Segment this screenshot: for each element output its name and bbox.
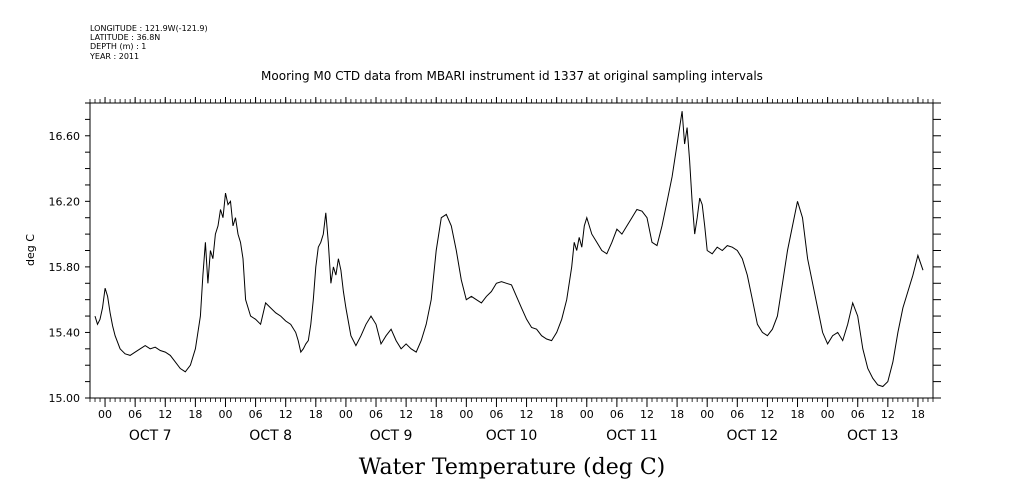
longitude-label: LONGITUDE : 121.9W(-121.9) [90, 24, 208, 33]
hour-tick-label: 00 [98, 408, 112, 421]
day-label: OCT 13 [847, 428, 899, 444]
day-label: OCT 11 [606, 428, 658, 444]
latitude-label: LATITUDE : 36.8N [90, 33, 160, 42]
y-tick-label: 15.40 [49, 326, 81, 339]
hour-tick-label: 18 [309, 408, 323, 421]
hour-tick-label: 06 [128, 408, 142, 421]
hour-tick-label: 18 [188, 408, 202, 421]
hour-tick-label: 00 [218, 408, 232, 421]
hour-tick-label: 18 [550, 408, 564, 421]
series-line [94, 111, 924, 388]
day-label: OCT 10 [486, 428, 538, 444]
hour-tick-label: 12 [881, 408, 895, 421]
hour-tick-label: 06 [851, 408, 865, 421]
y-tick-label: 15.80 [49, 261, 81, 274]
hour-tick-label: 12 [279, 408, 293, 421]
hour-tick-label: 18 [670, 408, 684, 421]
series-group [94, 111, 924, 388]
hour-tick-label: 12 [640, 408, 654, 421]
hour-tick-label: 00 [700, 408, 714, 421]
day-label: OCT 7 [129, 428, 172, 444]
y-tick-label: 15.00 [49, 392, 81, 405]
x-axis: 00 06 12 18 00 06 12 18 00 06 12 18 00 06 12 18 00 06 12 18… [98, 97, 925, 444]
hour-tick-label: 12 [760, 408, 774, 421]
hour-tick-label: 06 [369, 408, 383, 421]
hour-tick-label: 12 [158, 408, 172, 421]
hour-tick-label: 06 [730, 408, 744, 421]
chart-title: Mooring M0 CTD data from MBARI instrumen… [261, 69, 763, 83]
hour-tick-label: 06 [249, 408, 263, 421]
hour-tick-label: 00 [821, 408, 835, 421]
hour-tick-label: 00 [459, 408, 473, 421]
day-label: OCT 8 [249, 428, 292, 444]
day-label: OCT 9 [370, 428, 413, 444]
year-label: YEAR : 2011 [89, 52, 139, 61]
minor-ticks [89, 99, 934, 402]
hour-tick-label: 18 [911, 408, 925, 421]
hour-tick-label: 06 [489, 408, 503, 421]
hour-tick-label: 00 [580, 408, 594, 421]
x-axis-label: Water Temperature (deg C) [359, 455, 666, 480]
y-tick-label: 16.60 [49, 130, 81, 143]
hour-tick-label: 12 [399, 408, 413, 421]
depth-label: DEPTH (m) : 1 [90, 42, 146, 51]
y-axis-label: deg C [24, 234, 37, 266]
hour-tick-label: 18 [429, 408, 443, 421]
hour-tick-label: 06 [610, 408, 624, 421]
y-axis: 15.00 15.40 15.80 16.20 16.60 [49, 102, 941, 405]
hour-tick-label: 00 [339, 408, 353, 421]
y-tick-label: 16.20 [49, 195, 81, 208]
hour-tick-label: 12 [520, 408, 534, 421]
hour-tick-label: 18 [791, 408, 805, 421]
day-label: OCT 12 [727, 428, 779, 444]
